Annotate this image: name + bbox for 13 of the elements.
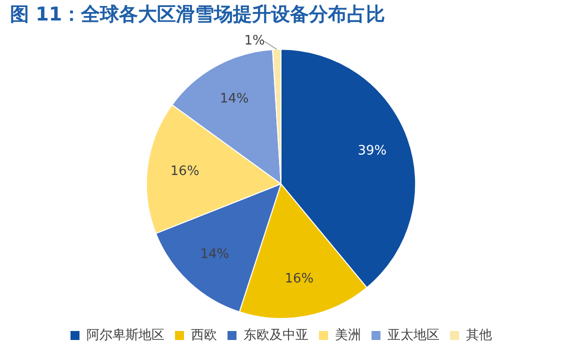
legend-label: 西欧 [191,327,217,342]
legend-label: 其他 [466,327,492,342]
legend-label: 东欧及中亚 [244,327,308,342]
data-label: 1% [244,34,265,49]
data-label: 39% [358,143,387,158]
data-label: 14% [200,246,230,262]
data-label: 16% [284,271,314,286]
data-label: 16% [170,164,200,180]
data-label: 14% [220,91,249,106]
chart-title: 图 11：全球各大区滑雪场提升设备分布占比 [10,3,386,26]
legend-label: 亚太地区 [388,327,440,342]
legend-label: 阿尔卑斯地区 [86,327,164,342]
legend-label: 美洲 [335,327,361,342]
